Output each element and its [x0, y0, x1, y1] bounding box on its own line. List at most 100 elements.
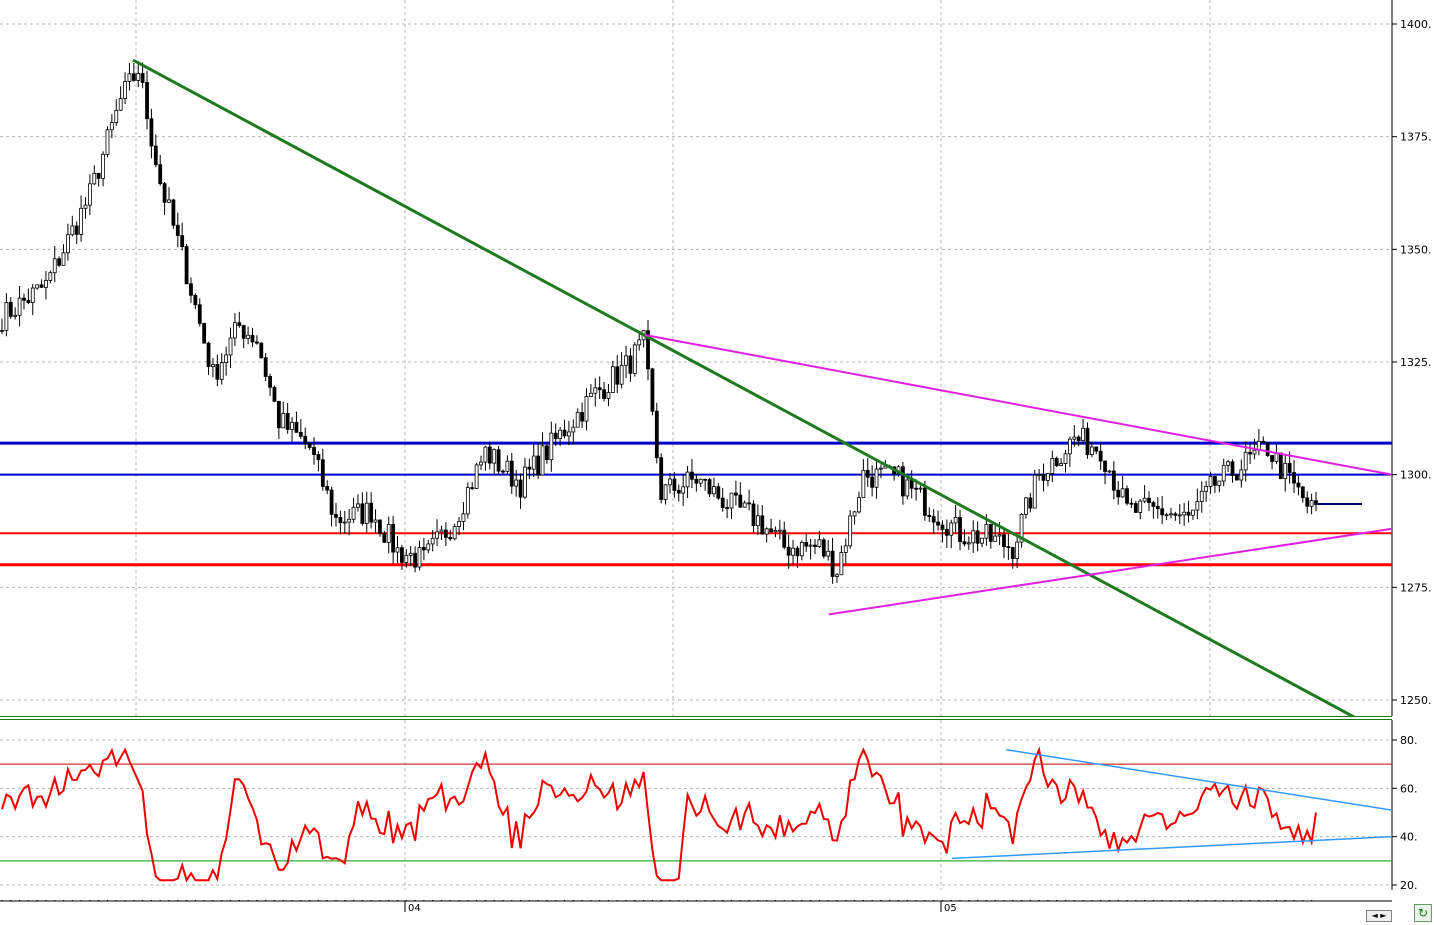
lower-triangle-line	[828, 527, 1393, 616]
candle-body	[962, 541, 967, 545]
candle-body	[1221, 464, 1226, 482]
scroll-button[interactable]: ◄ ►	[1366, 910, 1392, 922]
candle-body	[1081, 427, 1085, 442]
candle-body	[268, 376, 272, 388]
candle-body	[325, 486, 330, 491]
candle-body	[690, 471, 694, 480]
candle-body	[993, 535, 998, 542]
candle-body	[821, 539, 826, 557]
candle-body	[1226, 461, 1231, 466]
candle-body	[698, 478, 703, 484]
candle-body	[975, 530, 980, 544]
osc-tick-label: 60.	[1400, 782, 1418, 795]
candle-body	[755, 515, 760, 527]
candle-body	[66, 234, 70, 254]
candle-body	[940, 524, 945, 530]
candle-body	[725, 507, 730, 510]
candle-body	[61, 252, 66, 266]
candle-body	[637, 339, 642, 346]
candle-body	[1107, 470, 1112, 473]
candle-body	[233, 322, 237, 339]
candle-body	[619, 364, 624, 385]
candle-body	[417, 546, 422, 568]
candle-body	[861, 469, 866, 498]
candle-body	[281, 413, 286, 429]
candle-body	[1010, 547, 1015, 560]
candle-body	[676, 489, 681, 494]
price-tick-label: 1275.	[1400, 581, 1432, 594]
candle-body	[602, 389, 606, 399]
candle-body	[483, 446, 488, 463]
candle-body	[1199, 490, 1204, 502]
candle-body	[615, 366, 620, 385]
candle-body	[527, 466, 532, 470]
candle-body	[158, 164, 163, 185]
candle-body	[901, 466, 905, 497]
candle-body	[931, 516, 936, 523]
candle-body	[1204, 485, 1209, 492]
candle-body	[180, 235, 185, 248]
candle-body	[971, 530, 976, 544]
candle-body	[795, 547, 800, 557]
candle-body	[668, 478, 672, 486]
candle-body	[1300, 486, 1305, 499]
candle-body	[694, 478, 699, 484]
candle-body	[342, 521, 347, 524]
candle-body	[804, 541, 809, 547]
candle-body	[101, 153, 105, 179]
candle-body	[580, 412, 584, 422]
candle-body	[1089, 446, 1094, 456]
candle-body	[716, 486, 721, 499]
candle-body	[764, 528, 769, 535]
candle-body	[553, 432, 558, 440]
candle-body	[30, 287, 35, 304]
candle-body	[250, 334, 255, 343]
candle-body	[1103, 460, 1107, 472]
candle-body	[1024, 497, 1028, 515]
candle-body	[1019, 514, 1024, 543]
candle-body	[356, 503, 360, 508]
candle-body	[4, 302, 9, 331]
candle-body	[769, 528, 773, 533]
candle-body	[703, 478, 708, 481]
candle-body	[127, 73, 132, 82]
candle-body	[39, 284, 44, 288]
candle-body	[92, 173, 97, 185]
candle-body	[874, 468, 879, 488]
candle-body	[298, 431, 303, 437]
candle-body	[74, 225, 79, 235]
candle-body	[492, 449, 497, 464]
candle-body	[153, 145, 158, 166]
candle-body	[918, 487, 923, 490]
candle-body	[843, 545, 848, 553]
candle-body	[1138, 500, 1143, 513]
candle-body	[584, 396, 589, 422]
candle-body	[672, 478, 677, 491]
oscillator-chart: 80. 60. 40. 20.	[0, 720, 1418, 892]
candle-body	[1129, 502, 1134, 505]
candle-body	[1076, 436, 1081, 442]
candle-body	[8, 302, 13, 317]
candle-body	[799, 541, 804, 557]
price-tick-label: 1300.	[1400, 469, 1432, 482]
candle-body	[167, 199, 171, 203]
candle-body	[1274, 452, 1279, 462]
candle-body	[237, 322, 242, 326]
candle-body	[1063, 453, 1068, 464]
candle-body	[1177, 514, 1182, 517]
candle-body	[211, 364, 215, 367]
candle-body	[364, 502, 369, 524]
candle-body	[501, 470, 505, 473]
candle-body	[1098, 450, 1103, 462]
candle-body	[241, 325, 246, 339]
candle-body	[624, 355, 628, 366]
candle-body	[712, 486, 716, 495]
panel-separator[interactable]	[0, 716, 1392, 720]
candle-body	[984, 524, 989, 539]
candle-body	[1006, 546, 1011, 548]
candle-body	[1120, 488, 1125, 498]
refresh-icon[interactable]: ↻	[1414, 904, 1432, 922]
candle-body	[145, 82, 149, 120]
candle-body	[334, 514, 338, 518]
candle-body	[259, 342, 264, 359]
